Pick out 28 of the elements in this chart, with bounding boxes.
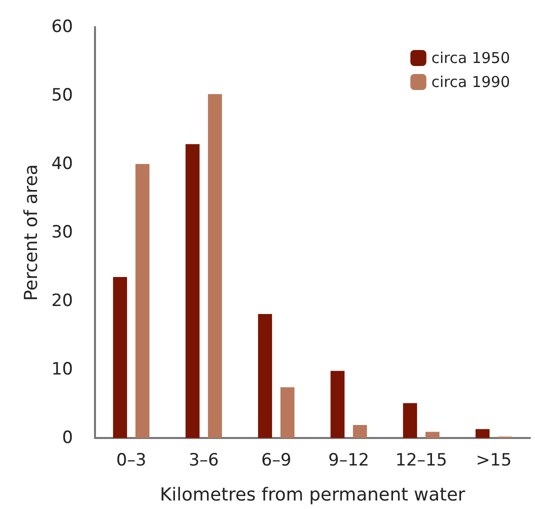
bar bbox=[330, 370, 345, 438]
bar bbox=[280, 387, 294, 438]
x-tick-label: 6–9 bbox=[261, 450, 292, 470]
bar bbox=[208, 94, 222, 438]
x-tick-label: 9–12 bbox=[328, 450, 370, 470]
x-tick-label: >15 bbox=[476, 450, 512, 470]
x-tick-label: 12–15 bbox=[395, 450, 448, 470]
y-tick-label: 20 bbox=[51, 291, 73, 311]
legend-label: circa 1950 bbox=[431, 49, 510, 67]
x-tick-label: 0–3 bbox=[116, 450, 146, 470]
y-tick-label: 50 bbox=[51, 86, 73, 106]
y-tick-label: 0 bbox=[62, 428, 73, 448]
bar bbox=[113, 277, 128, 438]
bar bbox=[403, 403, 418, 438]
bar bbox=[258, 314, 272, 438]
bar bbox=[352, 424, 367, 438]
y-tick-label: 10 bbox=[51, 360, 73, 380]
bar bbox=[425, 432, 440, 438]
x-axis-title: Kilometres from permanent water bbox=[160, 484, 466, 506]
y-axis-title: Percent of area bbox=[20, 164, 42, 301]
x-tick-label: 3–6 bbox=[188, 450, 219, 470]
bar bbox=[186, 144, 200, 438]
y-tick-label: 30 bbox=[51, 222, 73, 242]
y-tick-label: 40 bbox=[51, 154, 73, 174]
y-tick-label: 60 bbox=[51, 17, 73, 37]
bar bbox=[135, 164, 150, 438]
legend-label: circa 1990 bbox=[431, 73, 510, 91]
bar bbox=[476, 429, 490, 438]
